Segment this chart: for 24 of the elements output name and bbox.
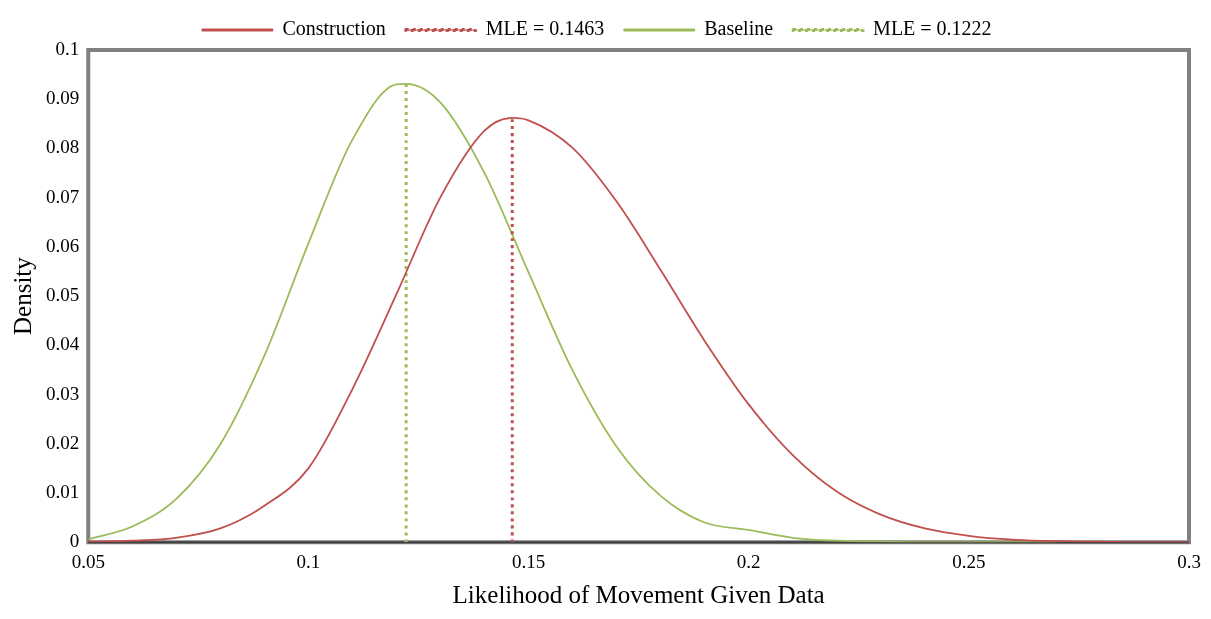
x-axis-title: Likelihood of Movement Given Data <box>452 580 825 608</box>
y-tick-label: 0.03 <box>46 382 80 404</box>
legend-label: MLE = 0.1222 <box>873 17 992 40</box>
y-tick-label: 0.1 <box>55 37 80 59</box>
x-tick-label: 0.1 <box>296 550 321 572</box>
legend-label: Baseline <box>704 17 774 40</box>
legend-label: Construction <box>282 17 386 40</box>
y-tick-label: 0.09 <box>46 87 80 109</box>
x-tick-label: 0.3 <box>1177 550 1201 572</box>
y-tick-label: 0 <box>69 530 80 552</box>
x-tick-label: 0.25 <box>952 550 986 572</box>
x-tick-label: 0.05 <box>71 550 105 572</box>
y-tick-label: 0.04 <box>46 333 80 355</box>
line-series <box>88 117 1189 543</box>
y-tick-label: 0.06 <box>46 234 80 256</box>
x-tick-label: 0.15 <box>511 550 546 572</box>
y-tick-label: 0.08 <box>46 136 80 158</box>
y-tick-label: 0.01 <box>46 480 80 502</box>
y-axis-title: Density <box>8 256 36 335</box>
y-tick-label: 0.02 <box>46 431 80 453</box>
y-tick-label: 0.05 <box>46 284 80 306</box>
x-tick-label: 0.2 <box>736 550 761 572</box>
legend-label: MLE = 0.1463 <box>485 17 605 40</box>
y-tick-label: 0.07 <box>46 185 80 207</box>
